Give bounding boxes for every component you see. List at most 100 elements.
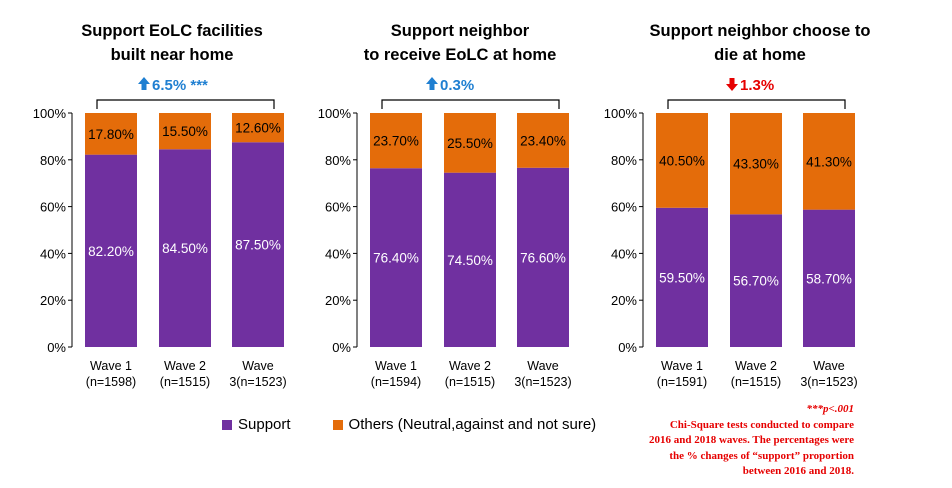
arrow-up-icon xyxy=(426,77,438,90)
data-label-support: 74.50% xyxy=(447,253,493,268)
charts-area: Support EoLC facilities built near home 6.… xyxy=(33,22,871,389)
arrow-up-icon xyxy=(138,77,150,90)
x-tick-label: Wave 1 xyxy=(90,359,132,373)
x-tick-label: Wave xyxy=(527,359,559,373)
legend-label-others: Others (Neutral,against and not sure) xyxy=(348,416,597,433)
x-tick-label: Wave 2 xyxy=(164,359,206,373)
data-label-others: 15.50% xyxy=(162,124,208,139)
footnote-line: 2016 and 2018 waves. The percentages wer… xyxy=(648,434,854,446)
chart-title-line: Support neighbor choose to xyxy=(650,22,871,40)
y-tick-label: 0% xyxy=(618,340,637,355)
data-label-others: 23.40% xyxy=(520,133,566,148)
chart-title-line: to receive EoLC at home xyxy=(364,46,557,64)
legend-item-support: Support xyxy=(222,416,291,433)
legend: Support Others (Neutral,against and not … xyxy=(222,416,638,433)
footnote-line: Chi-Square tests conducted to compare xyxy=(669,418,854,431)
legend-label-support: Support xyxy=(238,416,291,433)
y-tick-label: 60% xyxy=(611,200,637,215)
x-tick-label: Wave xyxy=(813,359,845,373)
data-label-others: 40.50% xyxy=(659,153,705,168)
y-tick-label: 100% xyxy=(33,106,67,121)
bar-support xyxy=(232,142,284,347)
x-tick-label: (n=1598) xyxy=(86,375,136,389)
data-label-support: 59.50% xyxy=(659,270,705,285)
data-label-support: 58.70% xyxy=(806,271,852,286)
chart-title-line: built near home xyxy=(111,46,234,64)
y-tick-label: 80% xyxy=(40,153,66,168)
chart-title-line: Support EoLC facilities xyxy=(81,22,263,40)
footnote-line: the % changes of “support” proportion xyxy=(669,449,854,462)
y-tick-label: 40% xyxy=(611,246,637,261)
comparison-bracket xyxy=(667,99,846,109)
x-tick-label: Wave 1 xyxy=(375,359,417,373)
footnote: ***p<.001 Chi-Square tests conducted to … xyxy=(614,402,854,480)
y-tick-label: 20% xyxy=(40,293,66,308)
x-tick-label: Wave 2 xyxy=(735,359,777,373)
data-label-support: 82.20% xyxy=(88,244,134,259)
bar-support xyxy=(370,168,422,347)
legend-item-others: Others (Neutral,against and not sure) xyxy=(332,416,597,433)
chart-title-line: Support neighbor xyxy=(391,22,530,40)
footnote-line: between 2016 and 2018. xyxy=(742,465,854,477)
y-tick-label: 60% xyxy=(325,200,351,215)
bar-support xyxy=(656,207,708,347)
x-tick-label: (n=1591) xyxy=(657,375,707,389)
arrow-down-icon xyxy=(726,78,738,91)
data-label-others: 17.80% xyxy=(88,127,134,142)
bar-others xyxy=(803,113,855,210)
y-tick-label: 100% xyxy=(318,106,352,121)
bar-support xyxy=(85,154,137,347)
bar-support xyxy=(517,167,569,347)
x-tick-label: (n=1594) xyxy=(371,375,421,389)
data-label-support: 87.50% xyxy=(235,238,281,253)
x-tick-label: 3(n=1523) xyxy=(229,375,286,389)
chart-panel-1: Support EoLC facilities built near home 6.… xyxy=(33,22,287,389)
y-tick-label: 40% xyxy=(325,246,351,261)
data-label-support: 76.60% xyxy=(520,250,566,265)
y-tick-label: 0% xyxy=(47,340,66,355)
y-tick-label: 100% xyxy=(604,106,638,121)
bar-others xyxy=(85,113,137,155)
chart-panel-2: Support neighbor to receive EoLC at home 0… xyxy=(318,22,572,389)
bar-others xyxy=(232,113,284,143)
bar-others xyxy=(370,113,422,169)
y-tick-label: 80% xyxy=(611,153,637,168)
bar-others xyxy=(656,113,708,208)
x-tick-label: 3(n=1523) xyxy=(514,375,571,389)
data-label-others: 23.70% xyxy=(373,134,419,149)
bar-others xyxy=(730,113,782,215)
y-tick-label: 20% xyxy=(325,293,351,308)
legend-swatch-others xyxy=(332,419,343,430)
comparison-bracket xyxy=(96,99,275,109)
comparison-bracket xyxy=(381,99,560,109)
x-tick-label: Wave 2 xyxy=(449,359,491,373)
data-label-support: 56.70% xyxy=(733,274,779,289)
x-tick-label: Wave 1 xyxy=(661,359,703,373)
bar-support xyxy=(730,214,782,347)
change-value: 1.3% xyxy=(740,77,774,94)
x-tick-label: (n=1515) xyxy=(445,375,495,389)
bar-others xyxy=(444,113,496,173)
data-label-others: 25.50% xyxy=(447,136,493,151)
bar-support xyxy=(444,172,496,347)
x-tick-label: (n=1515) xyxy=(160,375,210,389)
change-value: 0.3% xyxy=(440,77,474,94)
y-tick-label: 80% xyxy=(325,153,351,168)
data-label-support: 76.40% xyxy=(373,251,419,266)
y-tick-label: 20% xyxy=(611,293,637,308)
x-tick-label: Wave xyxy=(242,359,274,373)
chart-panel-3: Support neighbor choose to die at home 1.3… xyxy=(604,22,871,389)
data-label-support: 84.50% xyxy=(162,241,208,256)
chart-title-line: die at home xyxy=(714,46,806,64)
bar-others xyxy=(159,113,211,150)
y-tick-label: 60% xyxy=(40,200,66,215)
data-label-others: 41.30% xyxy=(806,154,852,169)
change-value: 6.5% *** xyxy=(152,77,208,94)
footnote-significance: ***p<.001 xyxy=(806,403,854,415)
legend-swatch-support xyxy=(222,419,232,430)
bar-support xyxy=(159,149,211,347)
x-tick-label: (n=1515) xyxy=(731,375,781,389)
y-tick-label: 40% xyxy=(40,246,66,261)
data-label-others: 12.60% xyxy=(235,121,281,136)
bar-support xyxy=(803,209,855,347)
